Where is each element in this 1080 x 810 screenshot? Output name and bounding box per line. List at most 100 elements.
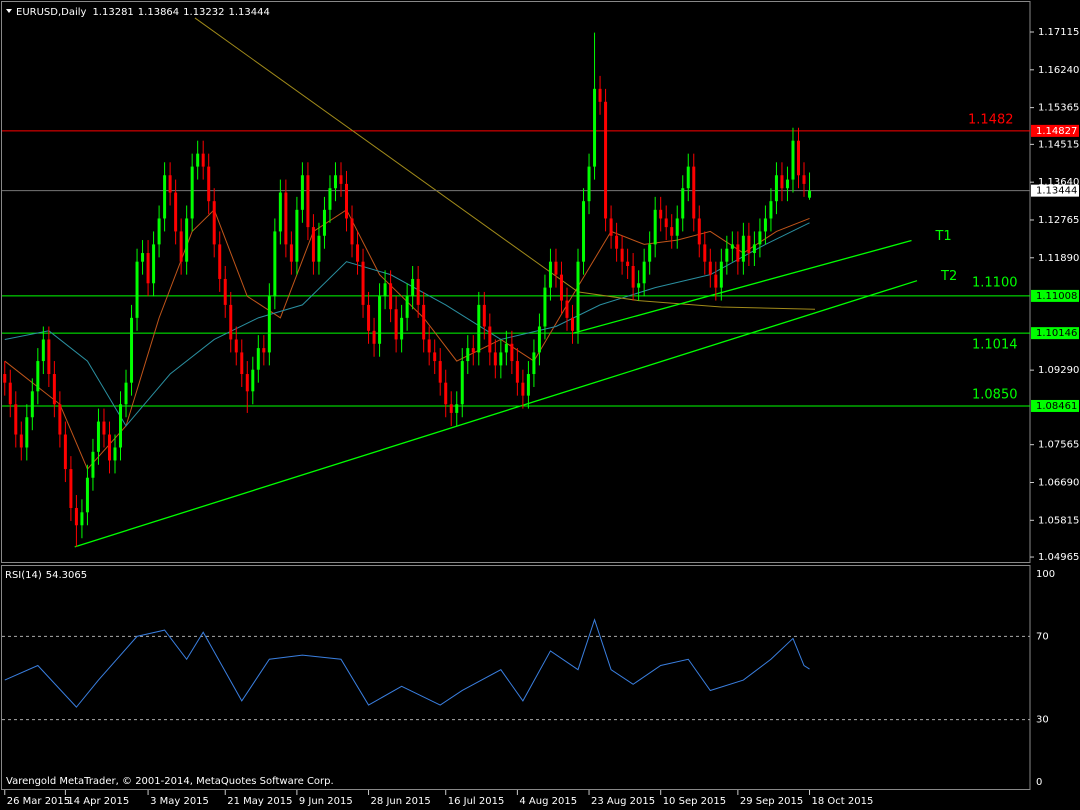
candle-body [251, 369, 255, 392]
candle-body [107, 434, 111, 461]
candle-body [455, 404, 459, 413]
candle-body [752, 244, 756, 254]
candle-body [394, 309, 398, 340]
candle-body [168, 175, 172, 193]
candle-body [405, 296, 409, 318]
rsi-tick-label: 30 [1036, 715, 1049, 726]
candle-body [670, 227, 674, 236]
candle-body [3, 374, 7, 383]
candle-body [256, 348, 260, 370]
candle-body [223, 278, 227, 305]
y-tick-label: 1.13640 [1038, 177, 1079, 188]
moving-average [4, 208, 810, 471]
candle-body [626, 261, 630, 266]
candle-body [802, 175, 806, 184]
candle-body [477, 304, 481, 353]
y-tick-label: 1.11890 [1038, 253, 1079, 264]
candle-body [196, 153, 200, 167]
candle-body [570, 317, 574, 331]
candle-body [322, 209, 326, 236]
candle-body [218, 244, 222, 279]
rsi-line [4, 618, 810, 708]
candle-body [758, 231, 762, 245]
price-tag-label: 1.11008 [1036, 291, 1077, 302]
candle-body [708, 261, 712, 275]
candle-body [278, 192, 282, 232]
price-tag-label: 1.14827 [1036, 126, 1077, 137]
candle-body [576, 261, 580, 331]
y-tick-label: 1.12765 [1038, 215, 1079, 226]
trend-line [572, 239, 912, 335]
candle-body [361, 261, 365, 305]
candle-body [245, 374, 249, 392]
candle-body [482, 304, 486, 327]
candle-body [449, 404, 453, 413]
price-tag-label: 1.08461 [1036, 401, 1077, 412]
candle-body [212, 201, 216, 245]
candle-body [311, 227, 315, 262]
candle-body [317, 235, 321, 262]
candle-body [796, 140, 800, 176]
candle-body [422, 304, 426, 340]
candle-body [565, 300, 569, 318]
y-tick-label: 1.09290 [1038, 365, 1079, 376]
chart-header: EURUSD,Daily 1.13281 1.13864 1.13232 1.13444 [16, 7, 270, 18]
candle-body [30, 391, 34, 418]
candle-body [648, 244, 652, 262]
candle-body [328, 188, 332, 210]
candle-body [642, 261, 646, 284]
rsi-header: RSI(14) 54.3065 [5, 570, 87, 581]
symbol-title: EURUSD,Daily [16, 7, 87, 18]
x-tick-label: 14 Apr 2015 [67, 796, 129, 807]
candle-body [201, 153, 205, 167]
candle-body [438, 361, 442, 383]
candle-body [207, 166, 211, 202]
candle-body [141, 253, 145, 262]
candle-body [36, 361, 40, 392]
open-value: 1.13281 [92, 7, 133, 18]
candle-body [63, 434, 67, 470]
candle-body [582, 201, 586, 262]
candle-body [620, 248, 624, 262]
candle-body [273, 231, 277, 297]
candle-body [19, 434, 23, 448]
candle-body [537, 326, 541, 353]
candle-body [604, 101, 608, 219]
candle-body [333, 175, 337, 189]
candle-body [289, 244, 293, 262]
candle-body [152, 244, 156, 284]
candle-body [163, 175, 167, 219]
candle-body [80, 512, 84, 526]
candle-body [515, 361, 519, 383]
x-tick-label: 21 May 2015 [227, 796, 292, 807]
price-tag [1031, 399, 1079, 412]
y-tick-label: 1.05815 [1038, 515, 1079, 526]
level-label: 1.1100 [972, 276, 1018, 291]
candle-body [791, 140, 795, 180]
candle-body [774, 175, 778, 202]
candle-body [146, 253, 150, 284]
price-tag [1031, 289, 1079, 302]
y-tick-label: 1.04965 [1038, 552, 1079, 563]
candle-body [631, 265, 635, 288]
menu-arrow[interactable] [6, 9, 12, 13]
candle-body [554, 261, 558, 275]
level-label: 1.1482 [968, 113, 1014, 128]
candle-body [593, 88, 597, 167]
level-label: 1.0850 [972, 388, 1018, 403]
candle-body [510, 343, 514, 362]
candle-body [763, 218, 767, 232]
candle-body [185, 218, 189, 262]
candle-body [383, 283, 387, 297]
candle-body [692, 166, 696, 219]
candle-body [157, 218, 161, 245]
candle-body [532, 352, 536, 375]
candle-body [664, 218, 668, 228]
rsi-panel-frame [1, 565, 1031, 790]
candle-body [543, 287, 547, 327]
x-tick-label: 18 Oct 2015 [812, 796, 874, 807]
low-value: 1.13232 [183, 7, 224, 18]
x-tick-label: 10 Sep 2015 [663, 796, 726, 807]
candle-body [102, 421, 106, 435]
candle-body [96, 421, 100, 452]
